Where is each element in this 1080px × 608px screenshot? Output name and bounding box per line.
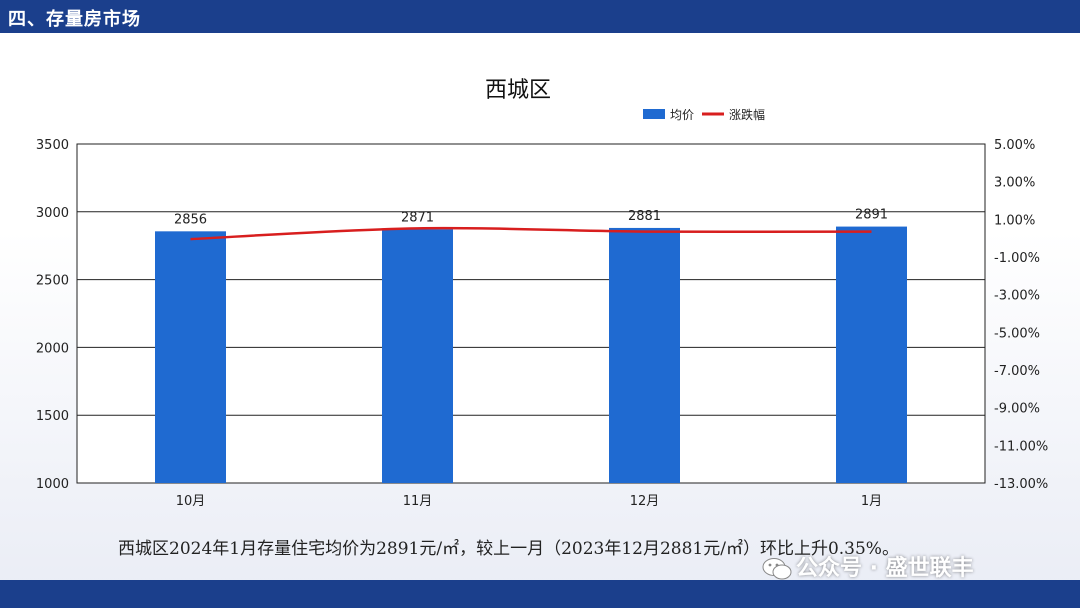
x-tick-label: 1月 <box>861 494 882 509</box>
chart-title: 西城区 <box>485 78 551 103</box>
bar <box>382 229 453 483</box>
y-right-tick-label: -9.00% <box>994 402 1040 417</box>
series-line-change-rate <box>190 226 872 241</box>
y-right-tick-label: -1.00% <box>994 251 1040 266</box>
footer-bar <box>0 580 1080 608</box>
y-left-tick-label: 1000 <box>36 477 69 492</box>
bar-data-label: 2856 <box>174 212 207 227</box>
watermark: 公众号 · 盛世联丰 <box>762 550 974 582</box>
y-right-tick-label: -13.00% <box>994 477 1048 492</box>
bar <box>836 226 907 484</box>
y-right-tick-label: 1.00% <box>994 213 1035 228</box>
y-right-tick-label: -5.00% <box>994 326 1040 341</box>
price-chart: 1000 1500 2000 2500 3000 3500 5.00% 3.00% 1.00% -… <box>36 78 1048 509</box>
y-right-tick-label: -11.00% <box>994 439 1048 454</box>
y-right-tick-label: -3.00% <box>994 289 1040 304</box>
page-title: 四、存量房市场 <box>8 9 141 30</box>
plot-area <box>76 143 986 484</box>
wechat-icon <box>762 558 792 580</box>
y-left-tick-label: 3000 <box>36 206 69 221</box>
legend-label-line: 涨跌幅 <box>729 107 765 122</box>
bar-data-label: 2881 <box>628 209 661 224</box>
bar-data-label: 2891 <box>855 208 888 223</box>
x-tick-label: 12月 <box>630 494 660 509</box>
bar-data-label: 2871 <box>401 210 434 225</box>
bar <box>609 227 680 483</box>
y-right-tick-label: 5.00% <box>994 138 1035 153</box>
header-bar: 四、存量房市场 <box>0 0 1080 33</box>
bar <box>155 231 226 483</box>
legend-swatch-bar <box>643 109 665 119</box>
y-right-tick-label: -7.00% <box>994 364 1040 379</box>
x-tick-label: 11月 <box>403 494 433 509</box>
y-right-tick-label: 3.00% <box>994 176 1035 191</box>
summary-text: 西城区2024年1月存量住宅均价为2891元/㎡，较上一月（2023年12月28… <box>118 539 899 559</box>
y-left-tick-label: 1500 <box>36 409 69 424</box>
y-left-tick-label: 2500 <box>36 274 69 289</box>
y-left-tick-label: 3500 <box>36 138 69 153</box>
legend-label-bar: 均价 <box>670 108 694 122</box>
y-left-tick-label: 2000 <box>36 341 69 356</box>
x-tick-label: 10月 <box>176 494 206 509</box>
watermark-text: 公众号 · 盛世联丰 <box>796 556 974 581</box>
